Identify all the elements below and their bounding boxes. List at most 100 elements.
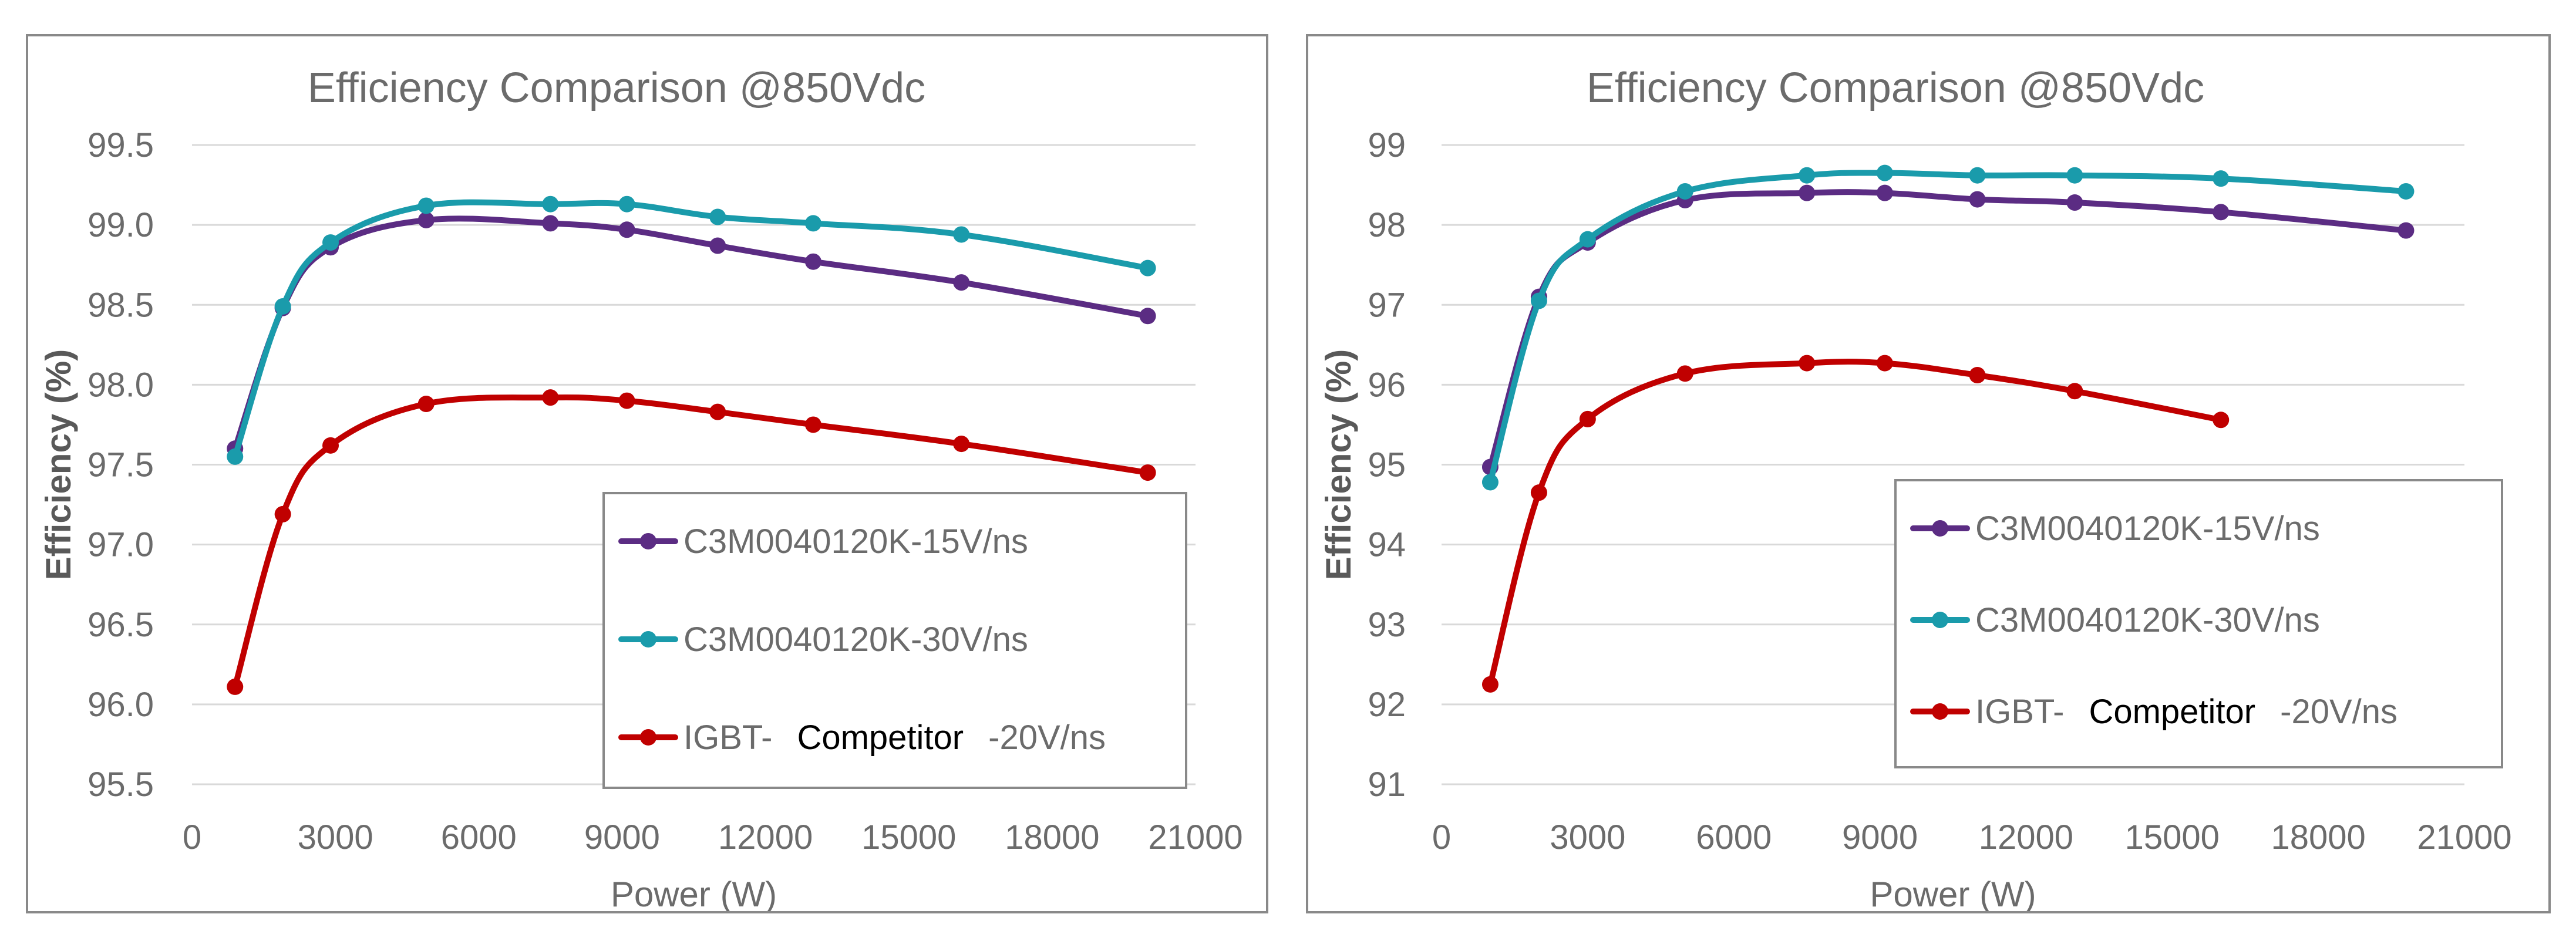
y-tick-label: 96 [1368, 366, 1406, 404]
data-point [542, 215, 559, 232]
x-axis-label: Power (W) [611, 875, 777, 911]
data-point [953, 436, 970, 453]
y-tick-label: 91 [1368, 765, 1406, 804]
x-tick-label: 15000 [2125, 818, 2220, 856]
series-line-3 [232, 394, 1151, 690]
data-point [2397, 183, 2415, 200]
legend-label-part: -20V/ns [2280, 693, 2397, 731]
legend-swatch-marker [1932, 520, 1948, 537]
legend-label-part: Competitor [2089, 693, 2255, 731]
data-point [542, 195, 559, 213]
legend-label: C3M0040120K-30V/ns [683, 620, 1028, 659]
y-tick-label: 96.5 [87, 606, 154, 644]
legend-label: IGBT- Competitor -20V/ns [1975, 693, 2397, 731]
data-point [274, 505, 291, 522]
x-tick-label: 6000 [441, 818, 517, 856]
x-tick-label: 3000 [298, 818, 373, 856]
series-line-2 [232, 199, 1151, 460]
data-point [227, 448, 244, 465]
data-point [2066, 167, 2083, 184]
legend-swatch-marker [640, 631, 656, 648]
chart-left: Efficiency Comparison @850Vdc 95.5 96.0 96.… [39, 65, 1243, 911]
data-point [1530, 292, 1547, 309]
data-point [1579, 410, 1596, 427]
data-point [1481, 474, 1499, 491]
legend-label: C3M0040120K-15V/ns [1975, 510, 2320, 548]
data-point [1799, 355, 1816, 372]
legend-swatch-marker [1932, 612, 1948, 628]
legend-swatch-marker [640, 533, 656, 549]
data-point [618, 221, 635, 238]
data-point [2213, 204, 2230, 221]
data-point [804, 215, 821, 232]
data-point [709, 208, 726, 225]
data-point [1530, 484, 1547, 501]
chart-title: Efficiency Comparison @850Vdc [308, 65, 925, 112]
series-line-1 [1487, 189, 2409, 470]
y-tick-label: 99 [1368, 126, 1406, 164]
data-point [1139, 464, 1156, 481]
y-tick-label: 98.5 [87, 286, 154, 324]
y-tick-label: 94 [1368, 526, 1406, 564]
legend-label: C3M0040120K-30V/ns [1975, 601, 2320, 639]
y-tick-label: 93 [1368, 606, 1406, 644]
data-point [542, 389, 559, 406]
data-point [1676, 365, 1693, 382]
data-point [2066, 383, 2083, 400]
data-point [1139, 308, 1156, 325]
data-point [804, 253, 821, 270]
data-point [1969, 167, 1986, 184]
legend-label-part: -20V/ns [988, 719, 1106, 757]
data-point [618, 195, 635, 213]
x-tick-label: 6000 [1696, 818, 1772, 856]
legend-label-part: C3M0040120K-30V/ns [683, 620, 1028, 659]
chart-panel-right: Efficiency Comparison @850Vdc 91 92 93 94 95 9… [1306, 34, 2551, 913]
x-tick-label: 21000 [2417, 818, 2511, 856]
data-point [1799, 167, 1816, 184]
data-point [953, 274, 970, 291]
y-tick-label: 97.5 [87, 446, 154, 484]
data-point [2397, 222, 2415, 239]
data-point [1139, 259, 1156, 276]
legend-label-part: C3M0040120K-15V/ns [1975, 510, 2320, 548]
y-tick-label: 95 [1368, 446, 1406, 484]
data-point [1876, 355, 1893, 372]
series-line-2 [1487, 170, 2409, 485]
x-tick-label: 15000 [861, 818, 956, 856]
y-tick-label: 97 [1368, 286, 1406, 324]
legend-label-part: Competitor [797, 719, 964, 757]
data-point [1876, 164, 1893, 181]
data-point [2066, 194, 2083, 211]
x-tick-label: 18000 [2271, 818, 2365, 856]
x-tick-label: 12000 [718, 818, 813, 856]
data-point [417, 396, 435, 413]
data-point [2213, 412, 2230, 429]
legend-label: C3M0040120K-15V/ns [683, 522, 1028, 561]
x-tick-label: 18000 [1005, 818, 1099, 856]
data-point [709, 403, 726, 420]
data-point [953, 226, 970, 243]
x-tick-label: 3000 [1550, 818, 1625, 856]
y-tick-label: 99.5 [87, 126, 154, 164]
data-point [1799, 184, 1816, 201]
y-axis-label: Efficiency (%) [39, 349, 78, 580]
legend-box [602, 492, 1187, 789]
x-axis-label: Power (W) [1870, 875, 2036, 911]
legend-box [1894, 479, 2503, 768]
x-tick-label: 9000 [1842, 818, 1918, 856]
data-point [322, 437, 339, 454]
x-tick-label: 0 [1432, 818, 1451, 856]
data-point [227, 678, 244, 695]
x-tick-label: 21000 [1148, 818, 1242, 856]
data-point [618, 392, 635, 409]
data-point [1676, 183, 1693, 200]
y-tick-label: 92 [1368, 686, 1406, 724]
data-point [274, 298, 291, 315]
data-point [417, 211, 435, 228]
chart-right: Efficiency Comparison @850Vdc 91 92 93 94 95 9… [1319, 65, 2512, 911]
chart-title: Efficiency Comparison @850Vdc [1587, 65, 2204, 112]
y-tick-label: 98.0 [87, 366, 154, 404]
data-point [322, 234, 339, 251]
data-point [1969, 367, 1986, 384]
x-tick-label: 9000 [584, 818, 660, 856]
